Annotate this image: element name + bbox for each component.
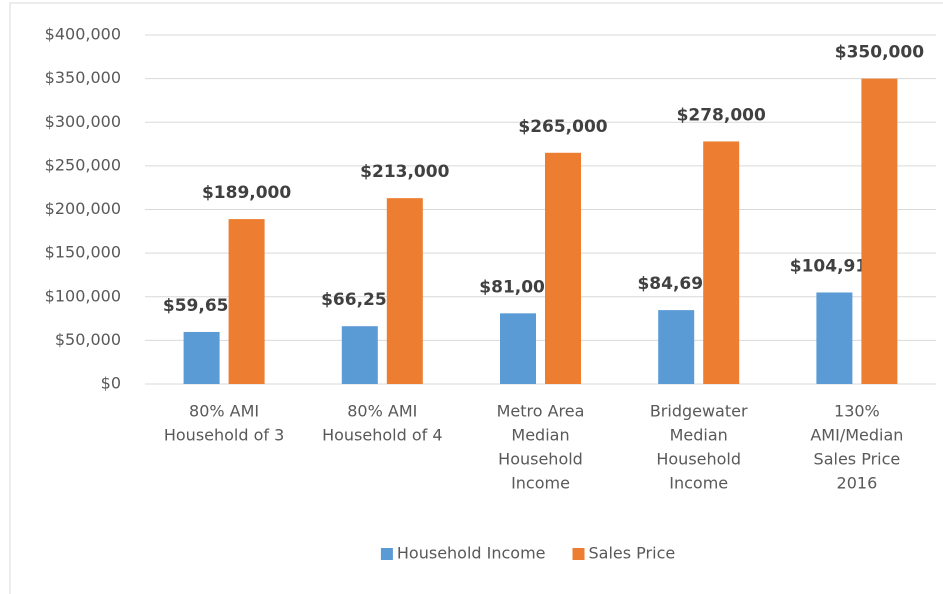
value-label: $350,000 — [835, 43, 924, 63]
x-tick-label: 80% AMI — [189, 402, 259, 421]
x-tick-label: Median — [670, 426, 728, 445]
bar — [386, 198, 423, 384]
bar — [341, 326, 378, 384]
value-label: $104,912 — [790, 256, 879, 276]
bar — [183, 331, 220, 384]
value-label: $213,000 — [360, 162, 449, 182]
x-tick-label: Metro Area — [497, 402, 585, 421]
value-label: $278,000 — [677, 105, 766, 125]
y-tick-label: $400,000 — [45, 25, 121, 44]
x-tick-label: Income — [511, 474, 570, 493]
y-tick-label: $350,000 — [45, 68, 121, 87]
y-tick-label: $300,000 — [45, 112, 121, 131]
value-label: $189,000 — [202, 183, 291, 203]
chart-frame — [9, 2, 943, 594]
y-tick-label: $250,000 — [45, 155, 121, 174]
bar — [816, 292, 853, 384]
value-label: $66,250 — [321, 290, 399, 310]
y-tick-label: $50,000 — [55, 330, 121, 349]
x-tick-label: Household of 3 — [164, 426, 284, 445]
bar — [703, 141, 740, 384]
value-label: $81,000 — [479, 277, 557, 297]
bar — [228, 219, 265, 384]
x-tick-label: AMI/Median — [810, 426, 903, 445]
y-tick-label: $200,000 — [45, 199, 121, 218]
legend-swatch — [572, 548, 585, 560]
x-tick-label: Sales Price — [814, 450, 901, 469]
bar — [658, 310, 695, 384]
x-tick-label: 130% — [834, 402, 880, 421]
legend-label: Sales Price — [589, 544, 676, 563]
legend-label: Household Income — [397, 544, 546, 563]
legend-swatch — [380, 548, 393, 560]
bar — [861, 78, 898, 384]
y-tick-label: $100,000 — [45, 286, 121, 305]
x-tick-label: Median — [511, 426, 569, 445]
x-tick-label: Household — [656, 450, 741, 469]
value-label: $265,000 — [518, 117, 607, 137]
y-tick-label: $0 — [101, 374, 121, 393]
bar — [545, 152, 581, 384]
y-tick-label: $150,000 — [45, 243, 121, 262]
x-tick-label: 80% AMI — [347, 402, 417, 421]
x-tick-label: Household of 4 — [322, 426, 442, 445]
x-tick-label: Household — [498, 450, 583, 469]
bar — [500, 313, 536, 384]
value-label: $84,697 — [637, 274, 714, 294]
x-tick-label: Bridgewater — [650, 402, 748, 421]
value-label: $59,650 — [163, 296, 241, 316]
x-tick-label: Income — [669, 474, 728, 493]
x-tick-label: 2016 — [837, 474, 878, 493]
